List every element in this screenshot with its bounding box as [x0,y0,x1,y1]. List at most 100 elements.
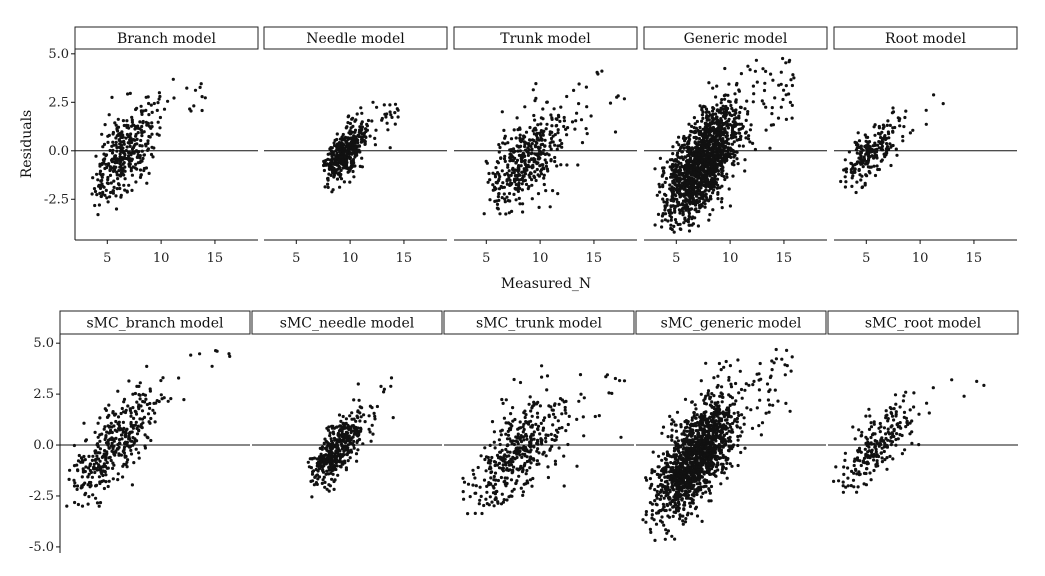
scatter-point [171,77,175,81]
scatter-point [747,134,751,138]
scatter-point [343,461,347,465]
scatter-point [550,437,554,442]
scatter-point [346,145,350,149]
scatter-point [96,465,101,469]
scatter-point [326,157,330,161]
scatter-point [672,224,676,228]
scatter-point [75,487,79,491]
scatter-point [661,452,666,456]
scatter-point [657,182,661,186]
scatter-point [113,413,117,417]
scatter-point [491,188,495,192]
scatter-point [548,141,552,145]
scatter-point [879,159,883,163]
scatter-point [77,453,81,458]
scatter-point [525,479,529,483]
scatter-point [129,132,133,136]
scatter-point [162,107,167,111]
scatter-point [729,155,733,159]
scatter-point [887,132,891,136]
scatter-point [534,422,538,426]
scatter-point [542,450,546,454]
scatter-point [880,138,884,142]
scatter-point [732,132,736,136]
scatter-point [101,158,105,162]
scatter-point [729,103,733,108]
scatter-point [735,138,739,142]
scatter-point [111,140,115,144]
scatter-point [363,127,368,131]
scatter-point [760,421,765,425]
scatter-point [328,431,332,435]
scatter-point [891,130,895,134]
scatter-point [104,480,108,484]
scatter-point [94,484,98,488]
scatter-point [93,458,97,462]
scatter-point [510,489,514,493]
scatter-point [607,391,611,395]
scatter-point [883,152,887,156]
scatter-point [108,425,112,429]
scatter-point [683,171,688,175]
scatter-point [530,183,534,187]
scatter-point [146,147,150,151]
scatter-point [331,430,335,434]
scatter-point [597,414,601,418]
scatter-point [564,411,568,415]
scatter-point [501,469,505,473]
scatter-point [524,449,528,453]
scatter-point [135,426,139,431]
scatter-point [491,171,495,175]
scatter-point [521,466,525,470]
scatter-point [103,425,107,429]
scatter-point [158,94,162,99]
x-axis-title: Measured_N [501,276,591,292]
scatter-point [531,404,535,408]
scatter-point [704,188,708,192]
scatter-point [790,116,794,120]
scatter-point [490,420,495,424]
scatter-point [137,429,141,433]
scatter-point [687,229,692,233]
scatter-point [859,178,863,182]
scatter-point [702,136,706,140]
scatter-point [501,181,505,185]
scatter-point [193,88,198,92]
scatter-point [342,423,346,428]
scatter-point [107,413,111,417]
scatter-point [678,168,682,172]
scatter-point [575,417,579,421]
scatter-point [134,162,138,166]
scatter-point [743,107,747,111]
scatter-point [545,167,550,171]
scatter-point [589,114,593,118]
scatter-point [585,132,589,136]
scatter-point [344,430,348,434]
scatter-point [717,149,721,153]
scatter-point [891,106,895,110]
scatter-point [116,389,120,393]
scatter-point [544,454,548,458]
scatter-point [745,99,749,103]
scatter-point [663,208,667,212]
x-tick-label: 15 [776,251,793,266]
scatter-point [680,203,685,207]
scatter-point [200,108,204,113]
scatter-point [686,161,690,165]
scatter-point [517,474,521,478]
scatter-point [335,132,339,136]
scatter-point [339,419,343,423]
scatter-point [522,427,526,432]
scatter-point [748,68,752,72]
scatter-point [92,187,97,191]
scatter-point [492,474,496,479]
scatter-point [494,478,498,482]
scatter-point [720,141,725,145]
scatter-point [713,161,717,165]
scatter-point [490,500,494,504]
scatter-point [882,125,886,129]
scatter-point [875,164,879,168]
scatter-point [557,446,561,450]
